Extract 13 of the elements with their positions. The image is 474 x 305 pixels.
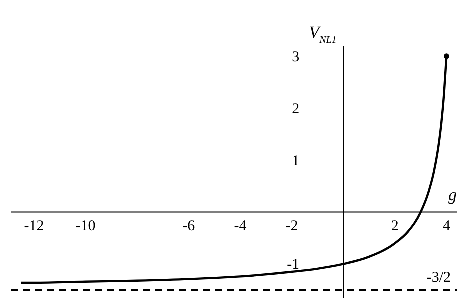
x-tick-label: -4	[234, 218, 248, 234]
x-tick-label: -6	[182, 218, 196, 234]
x-tick-label: -12	[24, 218, 44, 234]
x-tick-label: 2	[391, 218, 399, 234]
x-tick-label: -10	[76, 218, 96, 234]
x-tick-label: -2	[286, 218, 298, 234]
x-axis-title: g	[448, 185, 457, 204]
annotation: -3/2	[426, 270, 451, 286]
y-tick-label: -1	[287, 257, 300, 274]
y-tick-label: 2	[292, 101, 300, 118]
y-tick-label: 1	[292, 153, 300, 170]
y-tick-label: 3	[292, 49, 300, 66]
x-tick-label: 4	[442, 218, 451, 234]
